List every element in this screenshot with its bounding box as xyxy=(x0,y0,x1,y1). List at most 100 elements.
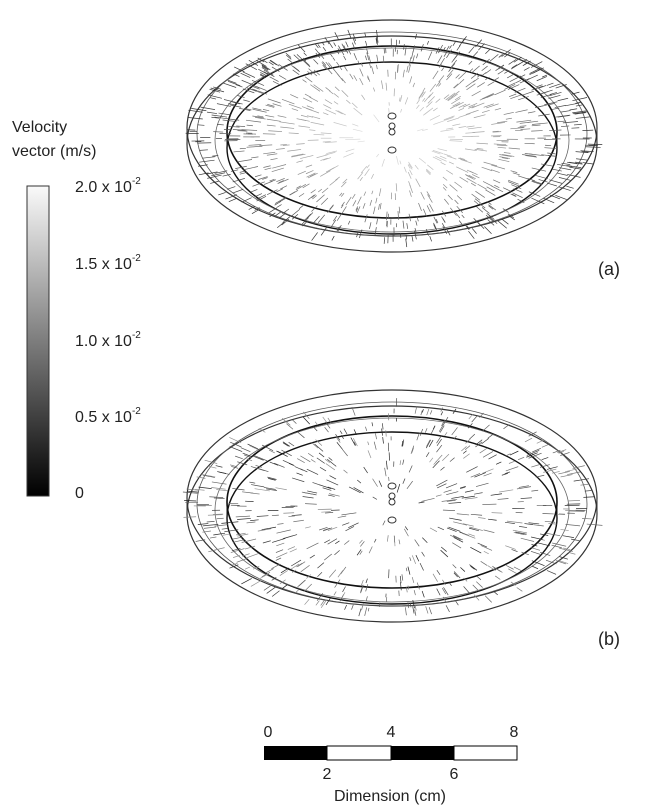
velocity-arrow xyxy=(442,588,446,594)
velocity-arrow xyxy=(379,188,381,196)
velocity-arrow xyxy=(510,128,523,129)
velocity-arrow xyxy=(247,125,253,126)
colorbar-title: vector (m/s) xyxy=(12,143,96,160)
velocity-arrow xyxy=(282,585,287,589)
velocity-arrow xyxy=(512,549,518,551)
velocity-arrow xyxy=(482,504,496,505)
velocity-arrow xyxy=(341,513,356,515)
velocity-arrow xyxy=(440,156,446,159)
velocity-arrow xyxy=(357,197,361,205)
velocity-arrow xyxy=(251,580,261,586)
velocity-arrow xyxy=(566,186,573,188)
velocity-arrow xyxy=(485,596,492,603)
velocity-arrow xyxy=(317,572,322,576)
velocity-arrow xyxy=(258,574,269,580)
velocity-arrow xyxy=(204,527,216,528)
velocity-arrow xyxy=(273,104,282,107)
velocity-arrow xyxy=(335,177,339,180)
velocity-arrow xyxy=(323,105,331,109)
velocity-arrow xyxy=(499,490,513,492)
velocity-arrow xyxy=(439,58,444,66)
velocity-arrow xyxy=(558,471,569,473)
velocity-arrow xyxy=(333,57,335,60)
tick-mantissa: 1.0 x 10 xyxy=(75,333,132,350)
velocity-arrow xyxy=(510,451,518,455)
velocity-arrow xyxy=(288,547,295,550)
velocity-arrow xyxy=(459,126,466,127)
velocity-arrow xyxy=(291,209,299,216)
velocity-arrow xyxy=(452,427,458,434)
velocity-arrow xyxy=(472,228,476,233)
velocity-arrow xyxy=(471,66,479,73)
velocity-arrow xyxy=(450,185,458,192)
velocity-arrow xyxy=(362,95,365,100)
velocity-arrow xyxy=(465,498,478,500)
velocity-arrow xyxy=(199,487,212,488)
velocity-arrow xyxy=(441,162,446,165)
velocity-arrow xyxy=(416,555,419,561)
velocity-arrow xyxy=(295,589,299,593)
velocity-arrow xyxy=(535,175,548,179)
velocity-arrow xyxy=(486,69,491,73)
velocity-arrow xyxy=(483,469,494,473)
velocity-arrow xyxy=(452,543,461,548)
velocity-arrow xyxy=(307,469,318,474)
velocity-arrow xyxy=(249,446,257,450)
velocity-arrow xyxy=(442,217,446,223)
velocity-arrow xyxy=(511,171,518,173)
velocity-arrow xyxy=(345,139,360,140)
velocity-arrow xyxy=(229,119,239,120)
velocity-arrow xyxy=(430,84,436,92)
velocity-arrow xyxy=(289,442,294,446)
velocity-arrow xyxy=(305,94,311,97)
velocity-arrow xyxy=(446,128,453,129)
velocity-arrow xyxy=(255,194,262,197)
velocity-arrow xyxy=(298,171,306,174)
velocity-arrow xyxy=(473,51,478,57)
velocity-arrow xyxy=(315,422,318,425)
velocity-arrow xyxy=(471,183,476,186)
velocity-arrow xyxy=(352,103,357,108)
velocity-arrow xyxy=(474,493,482,495)
velocity-arrow xyxy=(443,187,446,190)
dish-outline xyxy=(227,416,557,588)
velocity-arrow xyxy=(336,110,343,114)
velocity-arrow xyxy=(518,457,524,459)
velocity-arrow xyxy=(303,80,307,83)
velocity-arrow xyxy=(326,168,334,173)
velocity-arrow xyxy=(473,78,479,82)
velocity-arrow xyxy=(280,186,287,189)
velocity-arrow xyxy=(482,207,489,213)
velocity-arrow xyxy=(412,236,413,242)
velocity-arrow xyxy=(387,212,388,221)
velocity-arrow xyxy=(329,41,333,48)
velocity-arrow xyxy=(342,523,349,526)
velocity-arrow xyxy=(374,539,376,542)
velocity-arrow xyxy=(548,523,556,524)
velocity-arrow xyxy=(508,569,516,574)
velocity-arrow xyxy=(312,443,318,449)
velocity-arrow xyxy=(403,479,405,484)
velocity-arrow xyxy=(507,74,514,78)
velocity-arrow xyxy=(307,106,314,109)
velocity-arrow xyxy=(307,213,313,219)
tick-mantissa: 2.0 x 10 xyxy=(75,179,132,196)
velocity-arrow xyxy=(306,170,313,173)
velocity-arrow xyxy=(476,206,483,212)
velocity-arrow xyxy=(565,469,577,472)
colorbar-tick-label: 1.5 x 10-2 xyxy=(75,253,141,274)
velocity-arrow xyxy=(360,69,363,77)
velocity-arrow xyxy=(558,173,568,175)
velocity-arrow xyxy=(448,68,451,72)
velocity-arrow xyxy=(549,130,561,131)
velocity-arrow xyxy=(471,514,482,515)
dish-outline xyxy=(187,36,597,252)
velocity-arrow xyxy=(502,219,508,224)
velocity-arrow xyxy=(188,110,202,112)
dish-outline xyxy=(187,20,597,236)
velocity-arrow xyxy=(337,442,343,449)
velocity-arrow xyxy=(270,462,278,465)
velocity-arrow xyxy=(365,214,367,222)
velocity-arrow xyxy=(406,568,407,571)
velocity-arrow xyxy=(296,144,304,145)
